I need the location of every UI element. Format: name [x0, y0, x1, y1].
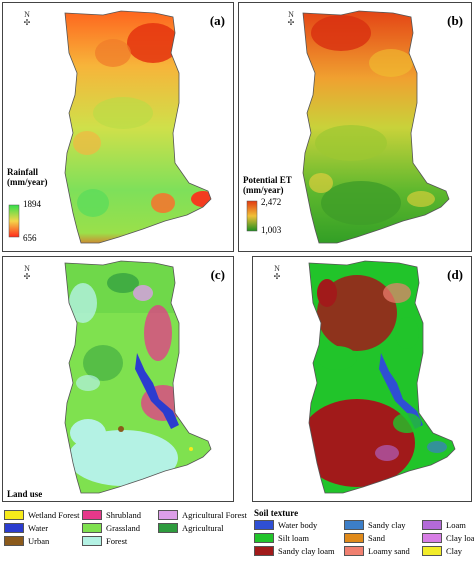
land-use-legend-label: Wetland Forest [28, 510, 80, 520]
land-use-legend-label: Agricultural Forest [182, 510, 247, 520]
land-use-legend-item: Agricultural [158, 523, 248, 533]
land-use-map [64, 260, 212, 494]
soil-legend-label: Water body [278, 520, 318, 530]
land-use-legend-label: Agricultural [182, 523, 224, 533]
soil-texture-legend: Water body Sandy clay Loam Silt loam Sand Cla… [254, 520, 474, 556]
north-arrow-icon: N ✣ [287, 10, 295, 27]
north-arrow-icon: N ✣ [273, 264, 281, 281]
soil-legend-swatch [254, 546, 274, 556]
land-use-legend-swatch [4, 523, 24, 533]
et-max-label: 2,472 [261, 197, 282, 207]
rainfall-map [8, 10, 212, 244]
panel-d-soil-texture: N ✣ (d) [252, 256, 472, 502]
panel-b-potential-et: N ✣ (b) Potential ET (mm/year) 2,472 1,00… [238, 2, 472, 252]
soil-legend-swatch [422, 520, 442, 530]
soil-legend-item: Clay loam [422, 533, 474, 543]
land-use-legend-swatch [82, 510, 102, 520]
soil-legend-swatch [344, 533, 364, 543]
soil-legend-label: Clay [446, 546, 463, 556]
soil-legend-item: Water body [254, 520, 338, 530]
land-use-legend: Wetland Forest Shrubland Agricultural Fore… [4, 510, 248, 546]
soil-legend-swatch [422, 546, 442, 556]
land-use-legend-label: Grassland [106, 523, 140, 533]
et-legend-title: Potential ET (mm/year) [243, 175, 292, 195]
panel-label-d: (d) [447, 267, 463, 282]
soil-legend-label: Clay loam [446, 533, 474, 543]
north-arrow-icon: N ✣ [23, 10, 31, 27]
soil-legend-label: Loamy sand [368, 546, 410, 556]
land-use-legend-item: Grassland [82, 523, 152, 533]
et-legend-bar [246, 200, 258, 232]
land-use-legend-label: Forest [106, 536, 128, 546]
soil-legend-label: Loam [446, 520, 466, 530]
land-use-legend-item: Urban [4, 536, 76, 546]
et-min-label: 1,003 [261, 225, 282, 235]
panel-c-land-use: N ✣ (c) Land use [2, 256, 234, 502]
land-use-legend-swatch [4, 510, 24, 520]
panel-label-c: (c) [210, 267, 225, 282]
soil-legend-swatch [254, 533, 274, 543]
soil-legend-label: Sandy clay [368, 520, 406, 530]
potential-et-map [246, 10, 450, 244]
land-use-legend-label: Urban [28, 536, 50, 546]
soil-legend-item: Silt loam [254, 533, 338, 543]
rainfall-legend-bar [8, 204, 20, 238]
land-use-legend-title: Land use [7, 489, 43, 499]
soil-legend-item: Sandy clay [344, 520, 416, 530]
rainfall-min-label: 656 [23, 233, 37, 243]
land-use-legend-item: Forest [82, 536, 152, 546]
soil-legend-item: Loamy sand [344, 546, 416, 556]
rainfall-max-label: 1894 [23, 199, 41, 209]
rainfall-legend-title: Rainfall (mm/year) [7, 167, 48, 187]
land-use-legend-item: Shrubland [82, 510, 152, 520]
land-use-legend-swatch [82, 523, 102, 533]
soil-legend-label: Sandy clay loam [278, 546, 335, 556]
panel-label-a: (a) [209, 13, 225, 28]
panel-a-rainfall: N ✣ (a) Rainfall (mm/year) 1894 656 [2, 2, 234, 252]
soil-legend-item: Loam [422, 520, 474, 530]
soil-legend-label: Sand [368, 533, 385, 543]
soil-legend-swatch [344, 520, 364, 530]
soil-legend-item: Clay [422, 546, 474, 556]
soil-legend-swatch [344, 546, 364, 556]
land-use-legend-item: Water [4, 523, 76, 533]
soil-texture-map [308, 260, 456, 494]
land-use-legend-label: Water [28, 523, 49, 533]
soil-legend-label: Silt loam [278, 533, 309, 543]
north-arrow-icon: N ✣ [23, 264, 31, 281]
soil-legend-item: Sand [344, 533, 416, 543]
soil-legend-item: Sandy clay loam [254, 546, 338, 556]
land-use-legend-item: Agricultural Forest [158, 510, 248, 520]
land-use-legend-item: Wetland Forest [4, 510, 80, 520]
land-use-legend-swatch [158, 523, 178, 533]
land-use-legend-swatch [82, 536, 102, 546]
soil-legend-swatch [422, 533, 442, 543]
panel-label-b: (b) [447, 13, 463, 28]
soil-legend-title: Soil texture [254, 508, 299, 518]
land-use-legend-swatch [4, 536, 24, 546]
soil-legend-swatch [254, 520, 274, 530]
land-use-legend-swatch [158, 510, 178, 520]
land-use-legend-label: Shrubland [106, 510, 141, 520]
